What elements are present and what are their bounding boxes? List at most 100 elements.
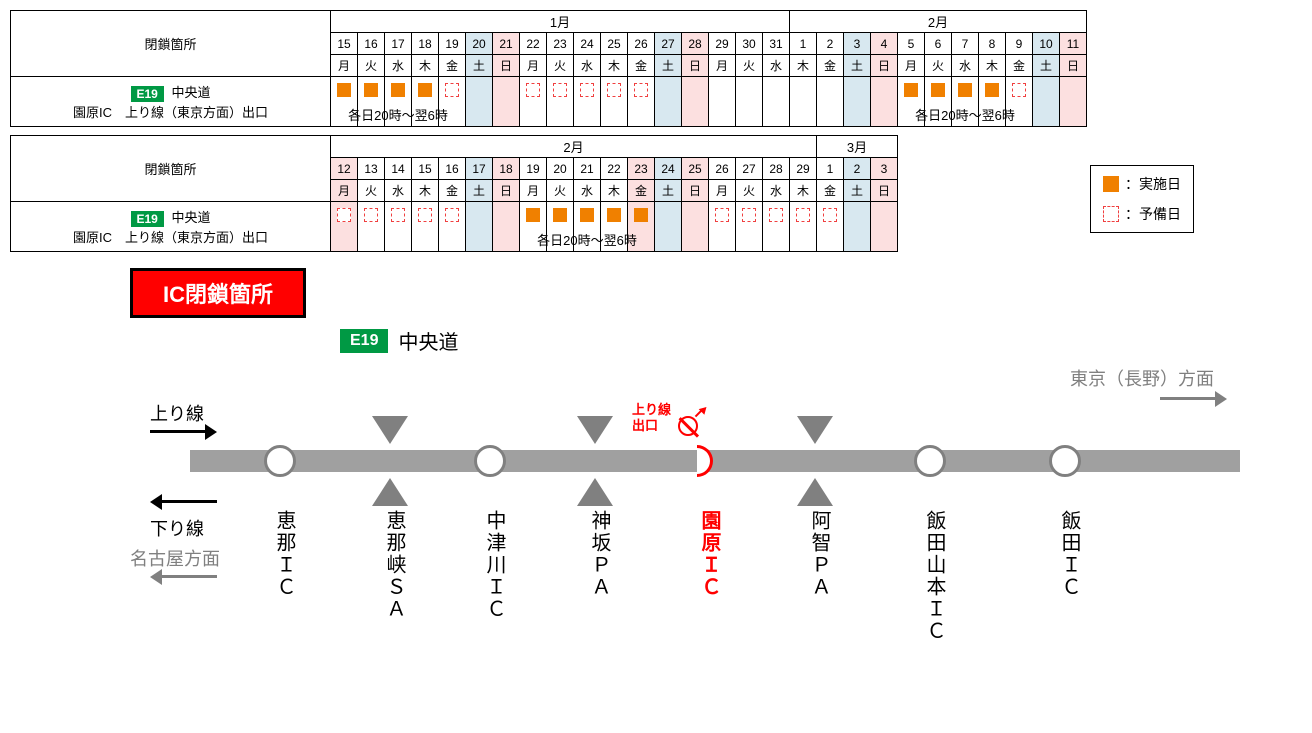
weekday: 金	[439, 55, 466, 77]
weekday: 金	[817, 180, 844, 202]
weekday: 土	[655, 55, 682, 77]
day-number: 17	[466, 158, 493, 180]
dashed-marker-icon	[634, 83, 648, 97]
weekday: 水	[763, 180, 790, 202]
weekday: 日	[871, 55, 898, 77]
day-number: 31	[763, 33, 790, 55]
solid-marker-icon	[607, 208, 621, 222]
schedule-cell	[682, 202, 709, 252]
day-number: 19	[439, 33, 466, 55]
schedule-cell	[1033, 77, 1060, 127]
route-badge-large: E19	[340, 329, 388, 353]
dashed-marker-icon	[553, 83, 567, 97]
day-number: 3	[871, 158, 898, 180]
schedule-cell	[628, 77, 655, 127]
triangle-up-icon	[797, 478, 833, 506]
legend-implemented-label: ：実施日	[1125, 174, 1181, 194]
day-number: 15	[412, 158, 439, 180]
weekday: 土	[466, 55, 493, 77]
weekday: 月	[520, 55, 547, 77]
day-number: 14	[385, 158, 412, 180]
solid-marker-icon	[553, 208, 567, 222]
day-number: 21	[574, 158, 601, 180]
day-number: 1	[790, 33, 817, 55]
day-number: 17	[385, 33, 412, 55]
weekday: 金	[817, 55, 844, 77]
dashed-marker-icon	[337, 208, 351, 222]
day-number: 6	[925, 33, 952, 55]
solid-marker-icon	[526, 208, 540, 222]
day-number: 29	[790, 158, 817, 180]
route-label: E19 中央道	[340, 326, 1302, 355]
day-number: 8	[979, 33, 1006, 55]
weekday: 火	[736, 180, 763, 202]
weekday: 火	[547, 180, 574, 202]
triangle-down-icon	[372, 416, 408, 444]
day-number: 26	[709, 158, 736, 180]
ic-label: 恵那峡ＳＡ	[380, 510, 409, 620]
weekday: 月	[331, 55, 358, 77]
schedule-table: 閉鎖箇所2月3月12131415161718192021222324252627…	[10, 135, 898, 252]
weekday: 火	[358, 180, 385, 202]
day-number: 28	[682, 33, 709, 55]
day-number: 23	[628, 158, 655, 180]
schedule-cell	[466, 202, 493, 252]
schedule-cell	[439, 202, 466, 252]
schedule-cell	[412, 77, 439, 127]
weekday: 火	[736, 55, 763, 77]
solid-marker-icon	[418, 83, 432, 97]
day-number: 28	[763, 158, 790, 180]
schedule-cell	[655, 202, 682, 252]
day-number: 15	[331, 33, 358, 55]
downbound-arrow-icon	[162, 500, 217, 503]
upbound-arrow-icon	[150, 430, 205, 433]
nagoya-label: 名古屋方面	[130, 545, 220, 571]
solid-marker-icon	[634, 208, 648, 222]
schedule-cell	[655, 77, 682, 127]
downbound-label: 下り線	[150, 515, 204, 541]
schedule-cell	[844, 202, 871, 252]
schedule-section: 閉鎖箇所1月2月15161718192021222324252627282930…	[10, 10, 1302, 252]
dashed-marker-icon	[1012, 83, 1026, 97]
weekday: 水	[385, 55, 412, 77]
route-name-large: 中央道	[398, 326, 458, 355]
day-number: 25	[682, 158, 709, 180]
weekday: 日	[493, 180, 520, 202]
weekday: 木	[790, 180, 817, 202]
dashed-marker-icon	[526, 83, 540, 97]
schedule-cell	[331, 202, 358, 252]
schedule-cell	[358, 202, 385, 252]
weekday: 月	[709, 180, 736, 202]
weekday: 金	[628, 55, 655, 77]
schedule-cell	[601, 202, 628, 252]
weekday: 火	[547, 55, 574, 77]
weekday: 木	[601, 55, 628, 77]
schedule-cell	[1060, 77, 1087, 127]
tokyo-label: 東京（長野）方面	[1070, 365, 1214, 391]
day-number: 22	[601, 158, 628, 180]
schedule-cell	[979, 77, 1006, 127]
ic-circle-icon	[264, 445, 296, 477]
day-number: 3	[844, 33, 871, 55]
schedule-cell	[790, 202, 817, 252]
schedule-cell	[871, 77, 898, 127]
day-number: 20	[466, 33, 493, 55]
upbound-label: 上り線	[150, 400, 204, 426]
weekday: 火	[925, 55, 952, 77]
legend: ：実施日 ：予備日	[1090, 165, 1194, 233]
solid-marker-icon	[958, 83, 972, 97]
dashed-marker-icon	[445, 83, 459, 97]
tokyo-arrow-icon	[1160, 397, 1215, 400]
schedule-cell	[439, 77, 466, 127]
schedule-cell	[412, 202, 439, 252]
day-number: 27	[736, 158, 763, 180]
day-number: 30	[736, 33, 763, 55]
schedule-cell	[736, 202, 763, 252]
day-number: 11	[1060, 33, 1087, 55]
day-number: 29	[709, 33, 736, 55]
ic-label: 恵那ＩＣ	[270, 510, 299, 598]
nagoya-arrow-icon	[162, 575, 217, 578]
solid-marker-icon	[904, 83, 918, 97]
weekday: 土	[844, 55, 871, 77]
ic-circle-icon	[914, 445, 946, 477]
